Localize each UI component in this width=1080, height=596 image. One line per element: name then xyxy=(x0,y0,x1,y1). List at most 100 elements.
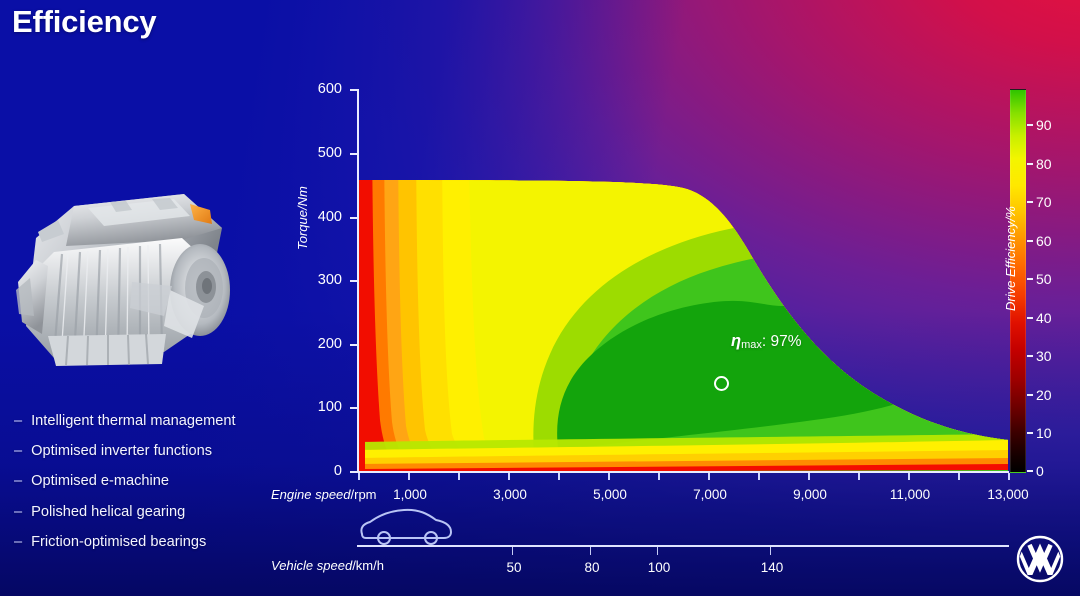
x-tick-label: 1,000 xyxy=(393,487,427,502)
x-axis-title-unit: /rpm xyxy=(350,487,377,502)
colorbar-tick-label: 0 xyxy=(1036,463,1044,479)
vehicle-speed-tick xyxy=(590,547,591,555)
list-item-label: Friction-optimised bearings xyxy=(31,533,207,550)
colorbar-tick-label: 50 xyxy=(1036,271,1052,287)
colorbar-tick xyxy=(1027,317,1033,319)
list-item: – Intelligent thermal management xyxy=(14,406,314,436)
colorbar-tick-label: 30 xyxy=(1036,348,1052,364)
vehicle-speed-title-quantity: Vehicle speed xyxy=(271,558,353,573)
list-bullet-dash: – xyxy=(14,473,23,490)
x-tick-label: 9,000 xyxy=(793,487,827,502)
colorbar-tick xyxy=(1027,394,1033,396)
x-tick-label: 3,000 xyxy=(493,487,527,502)
peak-efficiency-marker xyxy=(714,376,729,391)
x-axis-title-quantity: Engine speed xyxy=(271,487,351,502)
y-tick-label: 500 xyxy=(317,145,342,161)
y-tick xyxy=(350,471,358,473)
vehicle-speed-axis-line xyxy=(357,545,1009,547)
eta-value: 97% xyxy=(770,333,802,350)
colorbar-tick xyxy=(1027,278,1033,280)
vehicle-speed-title-unit: /km/h xyxy=(352,558,384,573)
eta-max-annotation: ηmax: 97% xyxy=(731,332,802,351)
y-axis-title: Torque/Nm xyxy=(295,186,310,250)
list-item-label: Polished helical gearing xyxy=(31,503,186,520)
x-axis-title: Engine speed/rpm xyxy=(271,487,377,502)
y-tick xyxy=(350,344,358,346)
y-tick-label: 300 xyxy=(317,272,342,288)
colorbar-tick xyxy=(1027,355,1033,357)
y-tick-label: 600 xyxy=(317,81,342,97)
x-tick xyxy=(608,473,610,480)
list-item-label: Optimised e-machine xyxy=(31,473,170,490)
list-item-label: Intelligent thermal management xyxy=(31,413,236,429)
list-item: – Friction-optimised bearings xyxy=(14,527,314,557)
eta-separator: : xyxy=(761,333,767,350)
efficiency-contour-map xyxy=(358,90,1008,472)
vehicle-speed-tick xyxy=(657,547,658,555)
x-tick xyxy=(958,473,960,480)
x-tick xyxy=(458,473,460,480)
car-silhouette-icon xyxy=(356,506,456,551)
vehicle-speed-tick xyxy=(512,547,513,555)
x-tick-label: 13,000 xyxy=(987,487,1029,502)
x-tick-label: 11,000 xyxy=(889,487,931,502)
x-tick xyxy=(808,473,810,480)
colorbar-tick-label: 10 xyxy=(1036,425,1052,441)
vehicle-speed-tick xyxy=(770,547,771,555)
x-tick xyxy=(558,473,560,480)
colorbar-tick-label: 80 xyxy=(1036,156,1052,172)
page-title: Efficiency xyxy=(12,4,157,39)
x-tick xyxy=(508,473,510,480)
list-bullet-dash: – xyxy=(14,503,23,520)
colorbar-tick xyxy=(1027,124,1033,126)
vehicle-speed-tick-label: 100 xyxy=(647,560,671,575)
list-item-label: Optimised inverter functions xyxy=(31,443,213,460)
vehicle-speed-tick-label: 80 xyxy=(584,560,600,575)
product-image-emotor xyxy=(14,186,244,376)
colorbar-drive-efficiency xyxy=(1010,89,1026,473)
x-tick xyxy=(908,473,910,480)
x-tick xyxy=(658,473,660,480)
list-item: – Optimised e-machine xyxy=(14,466,314,496)
x-tick-label: 7,000 xyxy=(693,487,727,502)
x-tick-label: 5,000 xyxy=(593,487,627,502)
y-tick xyxy=(350,89,358,91)
colorbar-tick xyxy=(1027,240,1033,242)
y-tick-label: 400 xyxy=(317,209,342,225)
colorbar-tick xyxy=(1027,432,1033,434)
y-tick xyxy=(350,407,358,409)
x-tick xyxy=(708,473,710,480)
colorbar-title: Drive Efficiency/% xyxy=(1003,206,1018,311)
eta-symbol: η xyxy=(731,332,742,350)
vehicle-speed-tick-label: 50 xyxy=(506,560,522,575)
eta-subscript: max xyxy=(741,339,762,351)
list-bullet-dash: – xyxy=(14,443,23,460)
feature-list: – Intelligent thermal management – Optim… xyxy=(14,406,314,557)
x-tick xyxy=(408,473,410,480)
x-axis-line xyxy=(357,471,1009,473)
colorbar-tick-label: 90 xyxy=(1036,117,1052,133)
colorbar-tick xyxy=(1027,201,1033,203)
x-tick xyxy=(1008,473,1010,480)
y-tick-label: 200 xyxy=(317,336,342,352)
x-tick xyxy=(858,473,860,480)
y-tick xyxy=(350,217,358,219)
y-axis-line xyxy=(357,89,359,473)
colorbar-tick xyxy=(1027,470,1033,472)
list-bullet-dash: – xyxy=(14,533,23,550)
list-item: – Optimised inverter functions xyxy=(14,436,314,466)
colorbar-tick-label: 40 xyxy=(1036,310,1052,326)
list-bullet-dash: – xyxy=(14,413,23,429)
colorbar-tick-label: 70 xyxy=(1036,194,1052,210)
vehicle-speed-tick-label: 140 xyxy=(760,560,784,575)
y-tick-label: 0 xyxy=(333,463,342,479)
x-tick xyxy=(758,473,760,480)
vehicle-speed-axis-title: Vehicle speed/km/h xyxy=(271,558,384,573)
y-tick xyxy=(350,153,358,155)
y-tick-label: 100 xyxy=(317,399,342,415)
vw-logo xyxy=(1015,534,1065,589)
list-item: – Polished helical gearing xyxy=(14,497,314,527)
colorbar-tick xyxy=(1027,163,1033,165)
y-tick xyxy=(350,280,358,282)
colorbar-tick-label: 20 xyxy=(1036,387,1052,403)
